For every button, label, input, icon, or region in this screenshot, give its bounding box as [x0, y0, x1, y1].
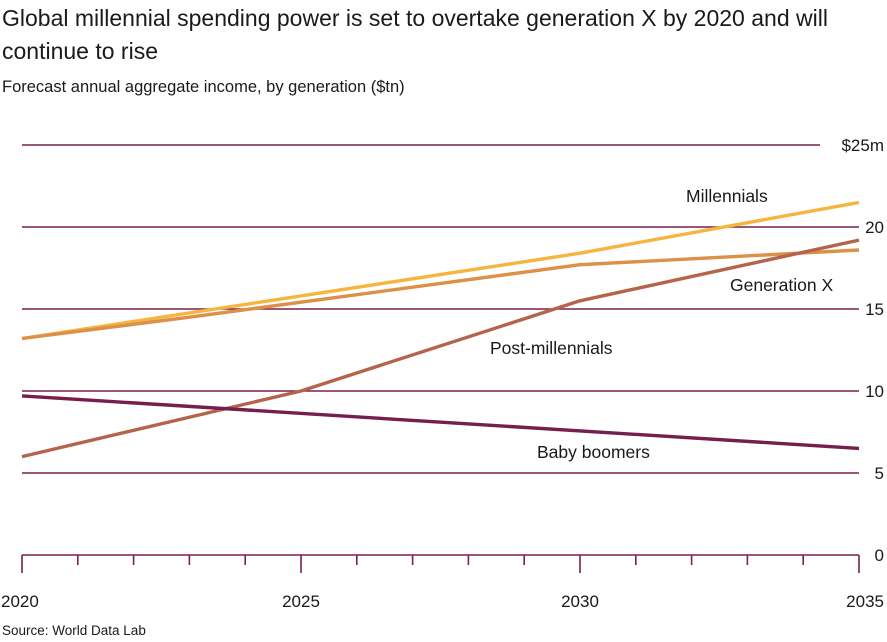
- y-tick-label: 0: [875, 546, 884, 565]
- chart-title: Global millennial spending power is set …: [2, 5, 828, 64]
- x-axis: [21, 554, 860, 573]
- series-layer: [21, 200, 860, 459]
- label-layer: 0 5 10 15 20 $25m 2020 2025 2030 2035 Millennials G…: [1, 136, 884, 611]
- x-tick-label: 2020: [1, 592, 39, 611]
- y-tick-label: 5: [875, 464, 884, 483]
- y-tick-label: 15: [865, 300, 884, 319]
- x-tick-label: 2030: [561, 592, 599, 611]
- series-line-generation-x: [21, 248, 860, 341]
- series-label-post-millennials: Post-millennials: [490, 338, 613, 358]
- series-line-post-millennials: [21, 238, 860, 459]
- series-line-baby-boomers: [21, 394, 860, 451]
- y-tick-label: 10: [865, 382, 884, 401]
- chart-subtitle: Forecast annual aggregate income, by gen…: [2, 78, 405, 96]
- series-label-millennials: Millennials: [686, 186, 768, 206]
- series-line-millennials: [21, 200, 860, 341]
- series-label-generation-x: Generation X: [730, 275, 833, 295]
- x-tick-label: 2035: [846, 592, 884, 611]
- y-tick-label: 20: [865, 218, 884, 237]
- series-label-baby-boomers: Baby boomers: [537, 442, 650, 462]
- y-tick-label: $25m: [841, 136, 884, 155]
- x-tick-label: 2025: [282, 592, 320, 611]
- source-note: Source: World Data Lab: [2, 623, 146, 638]
